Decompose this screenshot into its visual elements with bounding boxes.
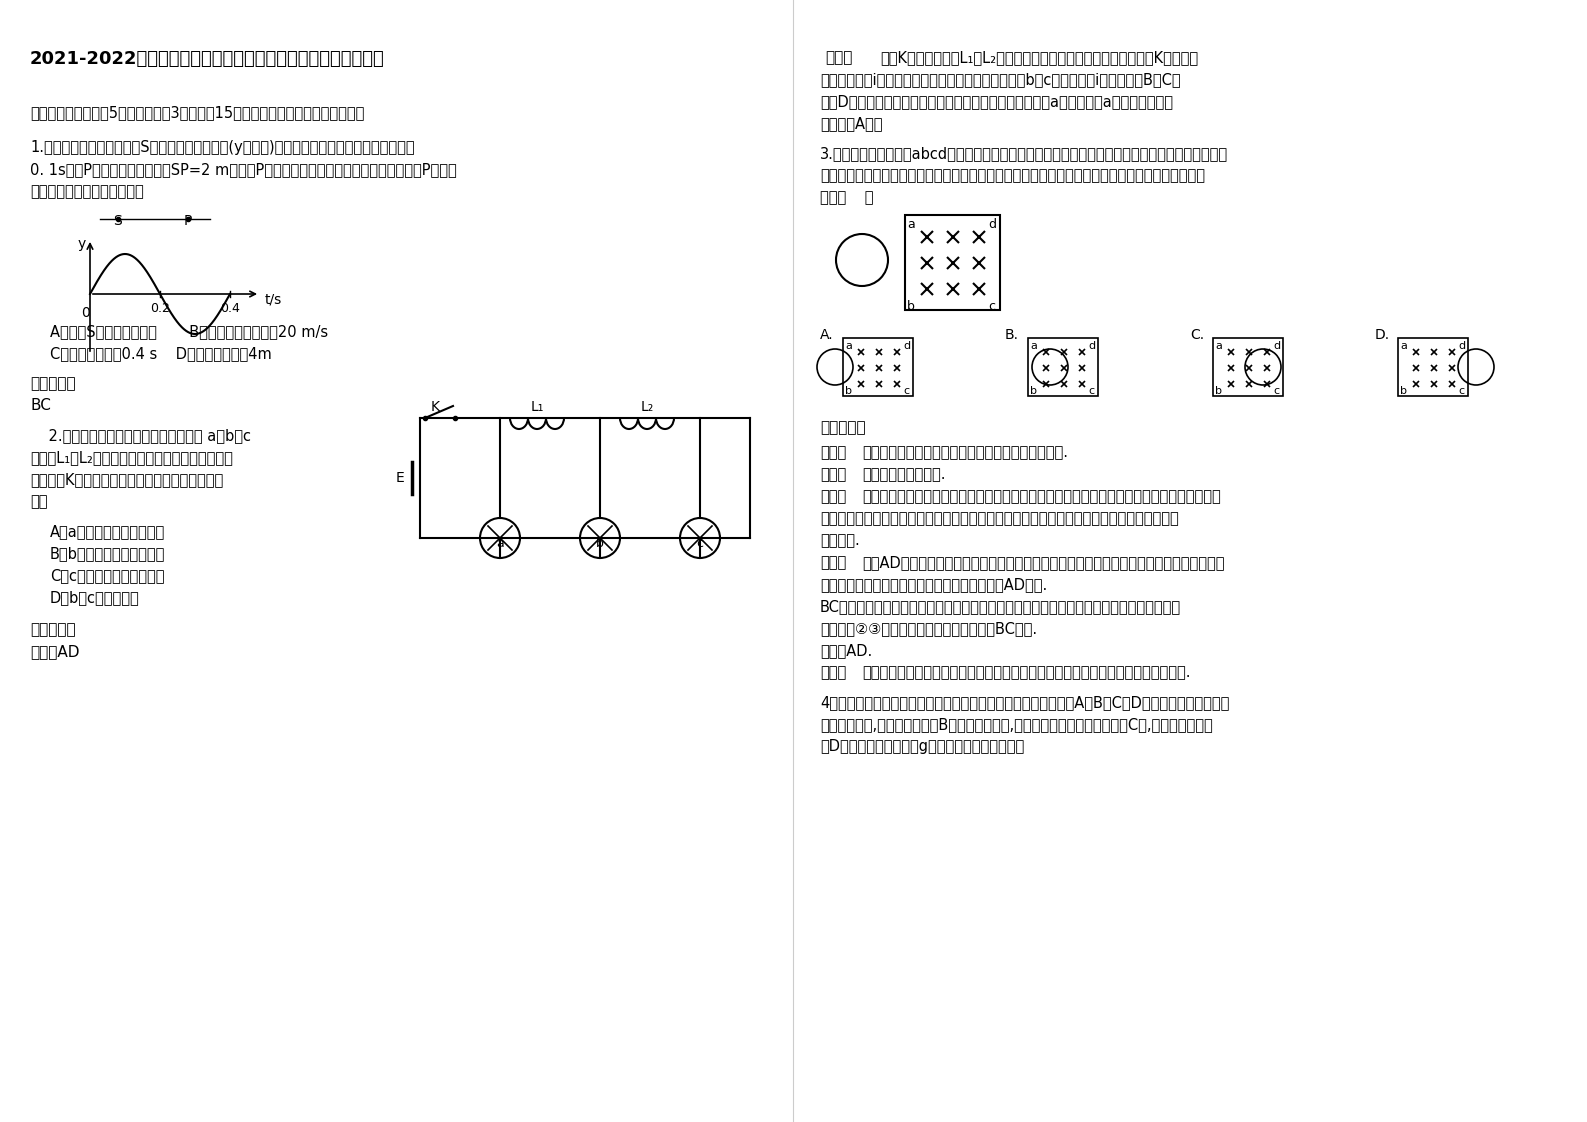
Text: 和电感L₁、L₂与直流电源连接，电感的电阻忽略不: 和电感L₁、L₂与直流电源连接，电感的电阻忽略不 — [30, 450, 233, 465]
Text: C.: C. — [1190, 328, 1205, 342]
Text: 电键K闭合时，电感L₁和L₂的电流均等于三个灯泡的电流，断开电键K的瞬间，: 电键K闭合时，电感L₁和L₂的电流均等于三个灯泡的电流，断开电键K的瞬间， — [881, 50, 1198, 65]
Bar — [1398, 338, 1468, 396]
Text: d: d — [1273, 341, 1281, 351]
Text: b: b — [1216, 386, 1222, 396]
Text: c: c — [903, 386, 909, 396]
Bar — [843, 338, 913, 396]
Text: BC: BC — [30, 398, 51, 413]
Text: 考点：: 考点： — [820, 445, 846, 460]
Text: 导体切割磁感线的感应电动势；功能关系；楞次定律.: 导体切割磁感线的感应电动势；功能关系；楞次定律. — [862, 445, 1068, 460]
Text: 专题：: 专题： — [820, 467, 846, 482]
Text: E: E — [395, 471, 405, 485]
Text: 而减速运动，速度可能为零，动能可能为零，故AD正确.: 而减速运动，速度可能为零，动能可能为零，故AD正确. — [820, 577, 1047, 592]
Text: S: S — [114, 214, 122, 228]
Text: a: a — [497, 536, 505, 550]
Text: d: d — [903, 341, 909, 351]
Text: 渐变暗，A对。: 渐变暗，A对。 — [820, 116, 882, 131]
Text: 0.4: 0.4 — [221, 302, 240, 315]
Text: c: c — [1458, 386, 1465, 396]
Text: BC、线圈完全进入磁场后，磁通量不变，没有感应电流产生，不再受安培力，线圈的速度不: BC、线圈完全进入磁场后，磁通量不变，没有感应电流产生，不再受安培力，线圈的速度… — [820, 599, 1181, 614]
Text: 电感上的电流i突然减小，三个灯泡均处于回路中，故b、c灯泡由电流i逐渐减小，B、C均: 电感上的电流i突然减小，三个灯泡均处于回路中，故b、c灯泡由电流i逐渐减小，B、… — [820, 72, 1181, 88]
Text: 的有: 的有 — [30, 494, 48, 509]
Text: 0: 0 — [81, 306, 89, 320]
Text: 动图象，则下列说法正确的是: 动图象，则下列说法正确的是 — [30, 184, 144, 199]
Text: 可能为零.: 可能为零. — [820, 533, 860, 548]
Text: 沿光滑绝缘水平面向磁场区域运动。下图是线圈的四个可能到达的位置，则线圈的动能可能为零的位: 沿光滑绝缘水平面向磁场区域运动。下图是线圈的四个可能到达的位置，则线圈的动能可能… — [820, 168, 1205, 183]
Text: 变，所以②③图中线框速度不可能为零，故BC错误.: 变，所以②③图中线框速度不可能为零，故BC错误. — [820, 620, 1038, 636]
Text: 一、选择题：本题共5小题，每小题3分，共计15分。每小题只有一个选项符合题意: 一、选择题：本题共5小题，每小题3分，共计15分。每小题只有一个选项符合题意 — [30, 105, 365, 120]
Text: A.: A. — [820, 328, 833, 342]
Text: d: d — [989, 218, 997, 231]
Text: 解答：: 解答： — [820, 555, 846, 570]
Text: 进行分析，当线圈进入或穿出磁场时，磁通量变化，产生感应电流，受到安培阻力作用，速度: 进行分析，当线圈进入或穿出磁场时，磁通量变化，产生感应电流，受到安培阻力作用，速… — [820, 511, 1179, 526]
Text: 解析：: 解析： — [825, 50, 852, 65]
Text: B.: B. — [1005, 328, 1019, 342]
Text: L₁: L₁ — [530, 401, 544, 414]
Text: d: d — [1089, 341, 1095, 351]
Text: 置是（    ）: 置是（ ） — [820, 190, 873, 205]
Text: 故选：AD.: 故选：AD. — [820, 643, 873, 657]
Text: 点评：: 点评： — [820, 665, 846, 680]
Text: a: a — [1216, 341, 1222, 351]
Text: A．波源S最初是向上振动       B．该简谐波的波速为20 m/s: A．波源S最初是向上振动 B．该简谐波的波速为20 m/s — [51, 324, 329, 339]
Text: 参考答案：: 参考答案： — [30, 376, 76, 390]
Text: 根据线圈完全进入磁场后，磁通量不变，没有感应电流产生，不再受安培力，线圈的速度不变: 根据线圈完全进入磁场后，磁通量不变，没有感应电流产生，不再受安培力，线圈的速度不… — [862, 489, 1220, 504]
Text: a: a — [1400, 341, 1406, 351]
Text: 错，D对；原来每个电感线圈产生感应电动势均加载于灯泡a上，故灯泡a先变亮，然后逐: 错，D对；原来每个电感线圈产生感应电动势均加载于灯泡a上，故灯泡a先变亮，然后逐 — [820, 94, 1173, 109]
Text: A．a先变亮，然后逐渐变暗: A．a先变亮，然后逐渐变暗 — [51, 524, 165, 539]
Text: 4．一位参加达喀尔汽车拉力赛的选手驾车翻越了如图所示的沙丘A、B、C、D为车在翻越沙丘过程中: 4．一位参加达喀尔汽车拉力赛的选手驾车翻越了如图所示的沙丘A、B、C、D为车在翻… — [820, 695, 1230, 710]
Text: 经过的四个点,车爬坡的最高点B开始做平抛运动,无碰撞地落在右侧直斜坡上的C点,然后运动到平地: 经过的四个点,车爬坡的最高点B开始做平抛运动,无碰撞地落在右侧直斜坡上的C点,然… — [820, 717, 1212, 732]
Text: a: a — [1030, 341, 1036, 351]
Text: b: b — [844, 386, 852, 396]
Text: K: K — [430, 401, 440, 414]
Text: 参考答案：: 参考答案： — [30, 622, 76, 637]
Text: b: b — [597, 536, 605, 550]
Text: C．c先变亮，然后逐渐变暗: C．c先变亮，然后逐渐变暗 — [51, 568, 165, 583]
Text: d: d — [1458, 341, 1465, 351]
Text: 1.（多选）如图所示，波源S从平衡位置开始上下(y轴方向)振动，产生的简谐波向右传播，经过: 1.（多选）如图所示，波源S从平衡位置开始上下(y轴方向)振动，产生的简谐波向右… — [30, 140, 414, 155]
Text: 计。电键K从闭合状态突然断开时，下列判断正确: 计。电键K从闭合状态突然断开时，下列判断正确 — [30, 472, 224, 487]
Text: 解：AD、线圈进或出磁场时，磁通量变化，线圈中会产生感应电流，线圈受到安培阻力作用: 解：AD、线圈进或出磁场时，磁通量变化，线圈中会产生感应电流，线圈受到安培阻力作… — [862, 555, 1225, 570]
Text: a: a — [908, 218, 914, 231]
Text: 本题的解题关键是抓住线框完全进入磁场中没有感应电流产生，不受安培力进行分析.: 本题的解题关键是抓住线框完全进入磁场中没有感应电流产生，不受安培力进行分析. — [862, 665, 1190, 680]
Text: 上D点当地重力加速度为g下列说法中正确的是（）: 上D点当地重力加速度为g下列说法中正确的是（） — [820, 739, 1024, 754]
Text: B．b先变亮，然后逐渐变暗: B．b先变亮，然后逐渐变暗 — [51, 546, 165, 561]
Bar — [1212, 338, 1282, 396]
Text: D.: D. — [1374, 328, 1390, 342]
Bar — [1028, 338, 1098, 396]
Text: a: a — [844, 341, 852, 351]
Text: D．b、c都逐渐变暗: D．b、c都逐渐变暗 — [51, 590, 140, 605]
Text: 3.（多选）如图，矩形abcd为匀强磁场区域，磁场方向垂直直向下，圆形闭合金属线圈以一定的速度: 3.（多选）如图，矩形abcd为匀强磁场区域，磁场方向垂直直向下，圆形闭合金属线… — [820, 146, 1228, 160]
Text: 电磁感应与电路结合.: 电磁感应与电路结合. — [862, 467, 946, 482]
Text: P: P — [184, 214, 192, 228]
Text: 分析：: 分析： — [820, 489, 846, 504]
Text: b: b — [908, 300, 914, 313]
Text: 参考答案：: 参考答案： — [820, 420, 865, 435]
Text: C．该波的周期为0.4 s    D．该波的波长为4m: C．该波的周期为0.4 s D．该波的波长为4m — [51, 346, 271, 361]
Text: 2.如图所示的电路中，三个相同的灯泡 a、b、c: 2.如图所示的电路中，三个相同的灯泡 a、b、c — [30, 427, 251, 443]
Text: c: c — [989, 300, 995, 313]
Text: c: c — [697, 536, 703, 550]
Text: 0.2: 0.2 — [151, 302, 170, 315]
Text: b: b — [1400, 386, 1408, 396]
Text: t/s: t/s — [265, 292, 282, 306]
Bar — [905, 215, 1000, 310]
Text: b: b — [1030, 386, 1036, 396]
Text: c: c — [1273, 386, 1279, 396]
Text: y: y — [78, 237, 86, 251]
Text: L₂: L₂ — [641, 401, 654, 414]
Text: 答案：AD: 答案：AD — [30, 644, 79, 659]
Text: 2021-2022学年湖北省十堰市大木中学高三物理模拟试题含解析: 2021-2022学年湖北省十堰市大木中学高三物理模拟试题含解析 — [30, 50, 384, 68]
Text: c: c — [1089, 386, 1093, 396]
Text: 0. 1s后，P点开始振动，已知，SP=2 m，若以P点开始振动时刻作为计时的起点，下图为P点的振: 0. 1s后，P点开始振动，已知，SP=2 m，若以P点开始振动时刻作为计时的起… — [30, 162, 457, 177]
